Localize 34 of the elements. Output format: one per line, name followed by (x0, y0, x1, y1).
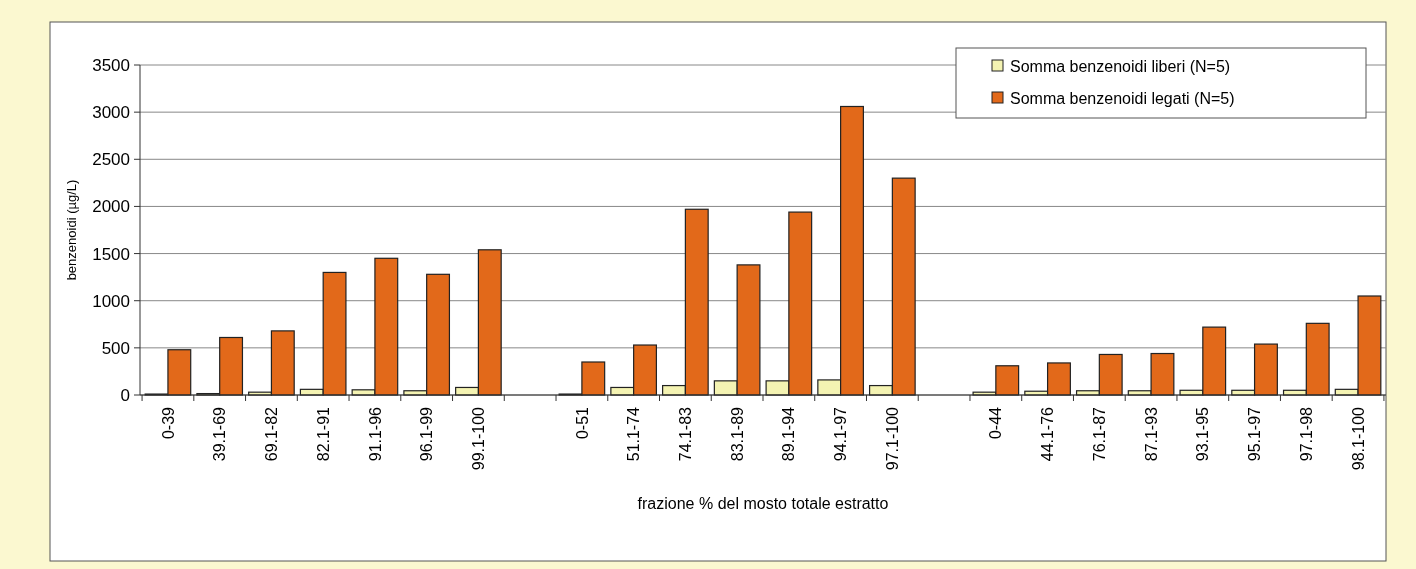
y-tick-label: 2000 (92, 197, 130, 217)
x-tick-label: 39.1-69 (211, 406, 229, 462)
y-tick-label: 3000 (92, 103, 130, 123)
x-tick-label: 98.1-100 (1349, 406, 1367, 471)
x-tick-label: 0-51 (573, 406, 591, 440)
x-tick-label: 94.1-97 (832, 406, 850, 462)
y-axis-title: benzenoidi (µg/L) (64, 179, 79, 281)
x-tick-label: 74.1-83 (676, 406, 694, 462)
x-tick-label: 91.1-96 (366, 406, 384, 462)
y-tick-label: 3500 (92, 55, 130, 75)
y-tick-label: 500 (101, 338, 130, 358)
legend-label: Somma benzenoidi legati (N=5) (1010, 89, 1235, 107)
x-tick-label: 97.1-100 (883, 406, 901, 471)
x-tick-label: 51.1-74 (625, 406, 643, 462)
x-tick-label: 83.1-89 (728, 406, 746, 462)
x-tick-label: 82.1-91 (314, 406, 332, 462)
x-tick-label: 96.1-99 (418, 406, 436, 462)
y-tick-label: 1500 (92, 244, 130, 264)
x-tick-label: 0-39 (159, 406, 177, 440)
x-tick-label: 87.1-93 (1142, 406, 1160, 462)
x-tick-label: 89.1-94 (780, 406, 798, 462)
y-tick-label: 1000 (92, 291, 130, 311)
y-tick-label: 0 (120, 385, 130, 405)
x-tick-label: 99.1-100 (470, 406, 488, 471)
x-tick-label: 93.1-95 (1194, 406, 1212, 462)
y-tick-label: 2500 (92, 150, 130, 170)
x-tick-label: 44.1-76 (1039, 406, 1057, 462)
x-tick-label: 97.1-98 (1297, 406, 1315, 462)
x-tick-label: 76.1-87 (1090, 406, 1108, 462)
x-tick-label: 95.1-97 (1246, 406, 1264, 462)
x-tick-label: 69.1-82 (263, 406, 281, 462)
x-axis-title: frazione % del mosto totale estratto (637, 495, 889, 512)
x-tick-label: 0-44 (987, 406, 1005, 440)
legend-label: Somma benzenoidi liberi (N=5) (1010, 57, 1231, 75)
